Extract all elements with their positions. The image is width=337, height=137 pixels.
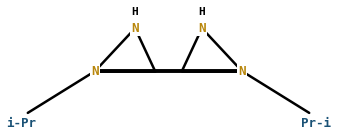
Text: N: N bbox=[238, 65, 246, 78]
Text: N: N bbox=[131, 22, 139, 35]
Text: H: H bbox=[198, 7, 205, 17]
Text: N: N bbox=[198, 22, 206, 35]
Text: i-Pr: i-Pr bbox=[6, 117, 36, 130]
Text: H: H bbox=[132, 7, 139, 17]
Text: N: N bbox=[91, 65, 99, 78]
Text: Pr-i: Pr-i bbox=[301, 117, 331, 130]
